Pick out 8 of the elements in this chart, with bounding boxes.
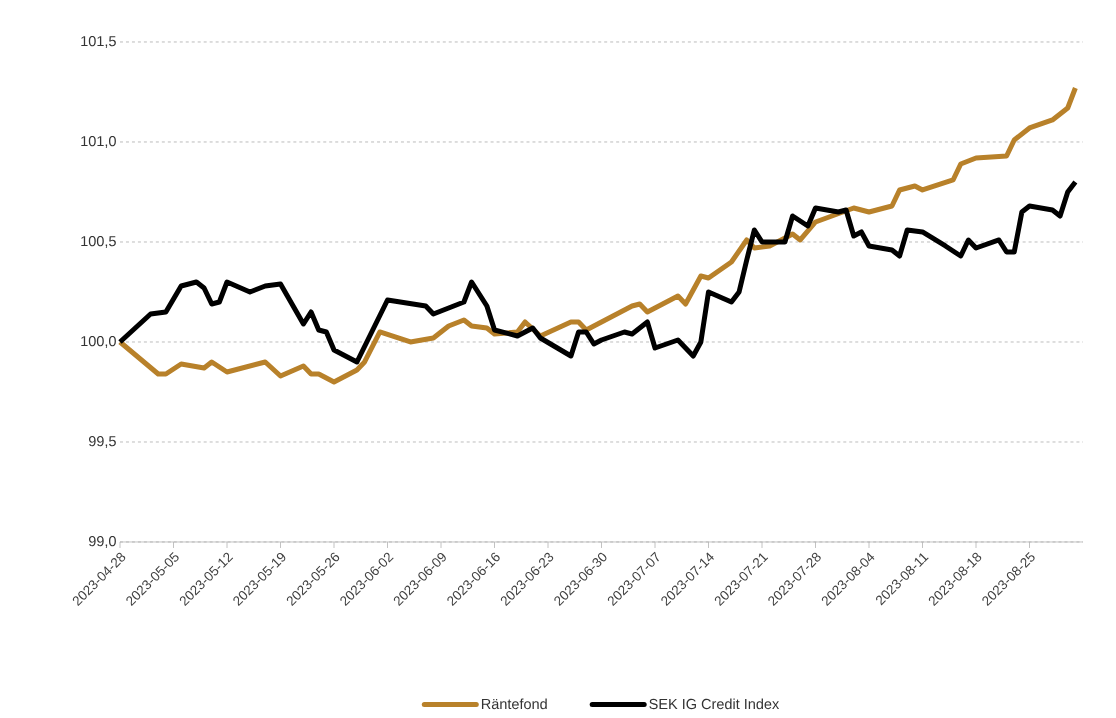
- y-tick-label: 100,0: [81, 335, 116, 348]
- y-tick-label: 101,5: [81, 35, 116, 48]
- y-tick-label: 100,5: [81, 235, 116, 248]
- y-tick-label: 99,0: [88, 535, 116, 548]
- legend-label: SEK IG Credit Index: [649, 698, 780, 710]
- y-tick-label: 101,0: [81, 135, 116, 148]
- legend-label: Räntefond: [481, 698, 547, 710]
- y-tick-label: 99,5: [88, 435, 116, 448]
